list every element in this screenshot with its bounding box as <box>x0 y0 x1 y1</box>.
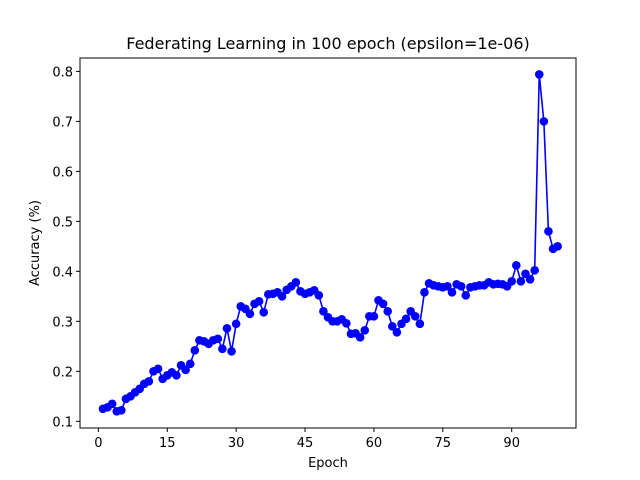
data-point <box>254 297 264 306</box>
data-point <box>447 288 457 297</box>
data-point <box>227 347 236 356</box>
data-point <box>461 291 471 300</box>
data-point <box>314 291 324 300</box>
plot-area-frame <box>79 57 577 429</box>
data-point <box>534 70 544 79</box>
data-point <box>516 277 526 286</box>
x-tick-label: 15 <box>159 436 176 451</box>
data-point <box>172 371 181 380</box>
data-point <box>277 292 287 301</box>
y-tick-label: 0.4 <box>52 265 73 280</box>
x-tick-label: 45 <box>297 436 314 451</box>
data-point <box>360 326 370 335</box>
data-point <box>415 319 425 329</box>
data-point <box>525 275 535 284</box>
data-point <box>342 319 351 328</box>
data-point <box>181 365 190 375</box>
data-point <box>544 227 553 236</box>
data-point <box>539 117 549 126</box>
chart-title: Federating Learning in 100 epoch (epsilo… <box>126 34 530 53</box>
x-tick-label: 30 <box>228 436 245 451</box>
x-tick-label: 90 <box>503 436 520 451</box>
series-layer <box>98 70 562 416</box>
y-tick-label: 0.1 <box>52 415 73 430</box>
data-point <box>231 319 241 329</box>
data-point <box>213 334 223 344</box>
y-tick-label: 0.7 <box>52 115 73 130</box>
data-point <box>222 324 232 333</box>
data-point <box>144 377 154 386</box>
data-point <box>117 406 126 415</box>
data-point <box>291 278 301 287</box>
data-point <box>388 322 397 331</box>
y-tick-label: 0.8 <box>52 65 73 80</box>
data-point <box>401 314 411 324</box>
data-point <box>383 307 393 316</box>
y-tick-label: 0.3 <box>52 315 73 330</box>
data-point <box>369 312 379 321</box>
data-point <box>530 266 539 275</box>
x-tick-label: 75 <box>435 436 452 451</box>
data-point <box>190 346 200 355</box>
data-point <box>456 282 466 291</box>
x-tick-label: 60 <box>366 436 383 451</box>
y-tick-label: 0.2 <box>52 365 73 380</box>
data-point <box>420 288 429 297</box>
data-point <box>153 364 163 374</box>
y-axis-ticks: 0.1 0.2 0.3 0.4 0.5 0.6 0.7 0.8 <box>52 65 80 430</box>
data-point <box>319 307 328 316</box>
y-axis-label: Accuracy (%) <box>28 200 43 286</box>
data-point <box>259 308 269 317</box>
data-point <box>107 399 117 409</box>
data-point <box>218 344 227 354</box>
x-axis-label: Epoch <box>308 456 348 471</box>
x-tick-label: 0 <box>94 436 102 451</box>
data-point <box>392 328 402 337</box>
data-point <box>443 282 452 291</box>
data-point <box>553 242 562 251</box>
x-axis-ticks: 0 15 30 45 60 75 90 <box>94 428 520 451</box>
data-point <box>410 312 420 321</box>
data-point <box>185 359 195 369</box>
y-tick-label: 0.5 <box>52 215 73 230</box>
data-point <box>378 299 388 309</box>
series-line <box>102 73 559 413</box>
data-point <box>512 261 521 270</box>
data-point <box>355 333 365 342</box>
data-point <box>507 277 516 286</box>
data-point <box>245 309 255 319</box>
y-tick-label: 0.6 <box>52 165 73 180</box>
